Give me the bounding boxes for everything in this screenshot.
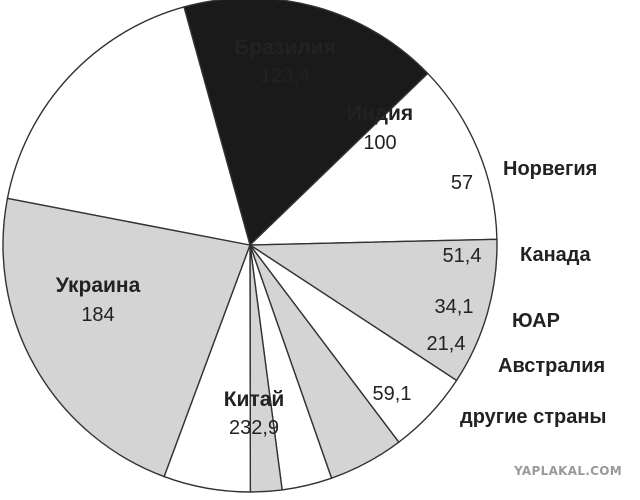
slice-label-2: Индия (347, 102, 413, 125)
slice-label-7: другие страны (460, 406, 607, 428)
slice-value-5: 34,1 (435, 296, 474, 318)
slice-label-9: Украина (56, 274, 141, 297)
slice-label-3: Норвегия (503, 158, 597, 180)
slice-value-6: 21,4 (427, 333, 466, 355)
slice-value-3: 57 (451, 172, 473, 194)
slice-label-6: Австралия (498, 355, 605, 377)
slice-label-8: Китай (224, 388, 285, 411)
slice-value-4: 51,4 (443, 245, 482, 267)
slice-label-4: Канада (520, 244, 591, 266)
slice-label-0: Россия (103, 114, 178, 137)
pie-slice-8 (2, 197, 251, 478)
slice-label-5: ЮАР (512, 310, 560, 332)
watermark: YAPLAKAL.COM (514, 464, 622, 478)
pie-slice-2 (249, 238, 498, 382)
slice-value-2: 100 (363, 132, 396, 154)
slice-value-0: 177,9 (115, 143, 165, 165)
pie-slices (2, 0, 498, 493)
pie-slice-9 (6, 6, 251, 246)
slice-value-1: 123,4 (260, 65, 310, 87)
slice-value-9: 184 (81, 304, 114, 326)
pie-slice-0 (183, 0, 429, 246)
slice-value-8: 232,9 (229, 417, 279, 439)
slice-label-1: Бразилия (234, 36, 336, 59)
pie-slice-1 (249, 72, 498, 246)
pie-labels: Россия 177,9 Бразилия 123,4 Индия 100 57 Норвег… (56, 36, 607, 439)
slice-value-7: 59,1 (373, 383, 412, 405)
